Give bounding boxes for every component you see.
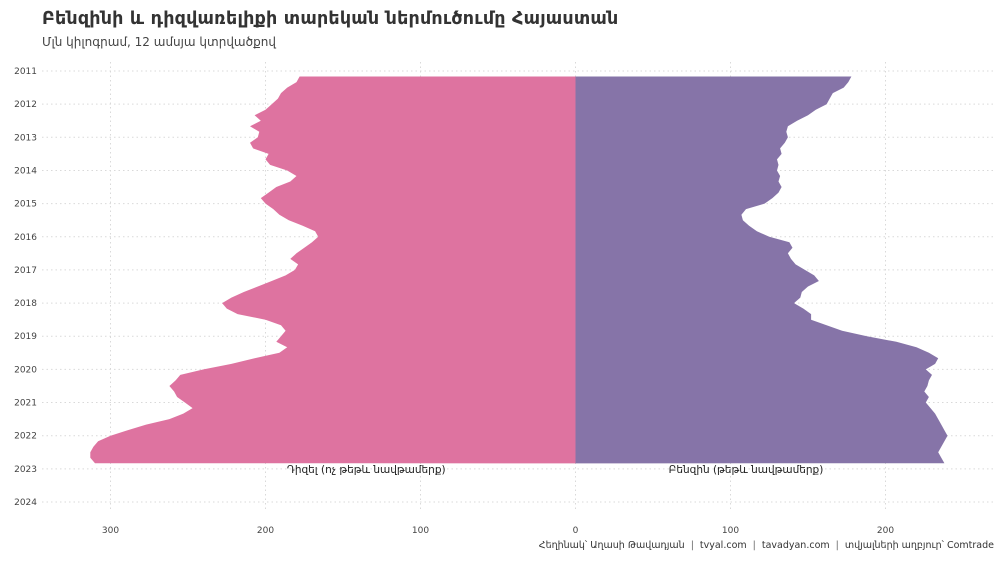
- caption-separator: |: [752, 540, 756, 551]
- y-tick-label: 2022: [14, 432, 37, 442]
- y-tick-label: 2018: [14, 299, 37, 309]
- y-tick-label: 2024: [14, 498, 37, 508]
- y-tick-label: 2016: [14, 233, 37, 243]
- x-tick-label: 300: [102, 526, 119, 536]
- y-axis-labels: 2011 2012 2013 2014 2015 2016 2017 2018 2019 2020…: [14, 67, 37, 508]
- caption-separator: |: [835, 540, 839, 551]
- y-tick-label: 2021: [14, 399, 37, 409]
- series-label-gasoline: Բենզին (թեթև նավթամերք): [669, 464, 824, 476]
- caption-separator: |: [690, 540, 694, 551]
- x-tick-label: 100: [722, 526, 739, 536]
- y-tick-label: 2023: [14, 465, 37, 475]
- y-tick-label: 2020: [14, 365, 37, 375]
- x-tick-label: 200: [257, 526, 274, 536]
- caption-author: Հեղինակ՝ Աղասի Թավադյան: [538, 540, 685, 551]
- chart-areas: [90, 76, 948, 464]
- caption-site-tavadyan: tavadyan.com: [761, 540, 830, 551]
- y-tick-label: 2014: [14, 166, 37, 176]
- area-gasoline: [575, 76, 948, 464]
- y-tick-label: 2013: [14, 133, 37, 143]
- y-tick-label: 2012: [14, 100, 37, 110]
- y-tick-label: 2015: [14, 200, 37, 210]
- y-tick-label: 2019: [14, 332, 37, 342]
- x-tick-label: 100: [412, 526, 429, 536]
- caption: Հեղինակ՝ Աղասի Թավադյան | tvyal.com | ta…: [539, 540, 994, 551]
- chart-title: Բենզինի և դիզվառելիքի տարեկան ներմուծում…: [42, 9, 619, 29]
- area-diesel: [90, 76, 576, 464]
- chart-subtitle: Մլն կիլոգրամ, 12 ամսյա կտրվածքով: [42, 35, 276, 49]
- caption-source: տվյալների աղբյուր՝ Comtrade: [844, 540, 994, 551]
- series-label-diesel: Դիզել (ոչ թեթև նավթամերք): [287, 464, 446, 476]
- caption-site-tvyal: tvyal.com: [699, 540, 747, 551]
- y-tick-label: 2011: [14, 67, 37, 77]
- x-axis-labels: 300 200 100 0 100 200: [102, 526, 894, 536]
- x-tick-label: 0: [573, 526, 579, 536]
- y-tick-label: 2017: [14, 266, 37, 276]
- x-tick-label: 200: [877, 526, 894, 536]
